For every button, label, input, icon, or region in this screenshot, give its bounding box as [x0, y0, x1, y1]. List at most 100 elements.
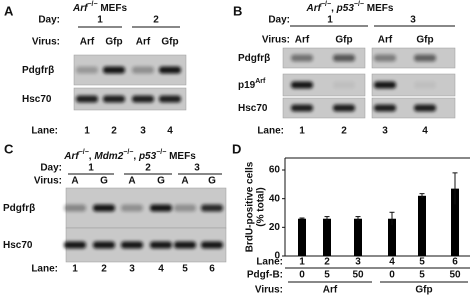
error-bar: [389, 211, 395, 226]
lane-value: 4: [167, 126, 173, 137]
bar: [354, 218, 362, 256]
y-axis-label: (% total): [256, 187, 267, 226]
text-part: p53: [336, 3, 355, 14]
bar: [323, 218, 331, 256]
blot-band: [64, 241, 86, 249]
blot: [65, 187, 227, 229]
blot: [282, 73, 366, 97]
text-part: p53: [138, 151, 157, 162]
day-value: 2: [145, 163, 151, 174]
text-part: Arf: [72, 3, 89, 14]
lane-value: 3: [129, 264, 135, 275]
virus-value: A: [128, 176, 135, 187]
blot-band: [201, 241, 223, 249]
virus-value: Gfp: [105, 37, 122, 48]
lane-value: 1: [72, 264, 78, 275]
day-value: 1: [327, 15, 333, 26]
lane-value: 4: [389, 257, 395, 268]
day-value: 1: [97, 15, 103, 26]
lane-value: 4: [158, 264, 164, 275]
error-bar: [419, 193, 425, 198]
blot: [371, 47, 456, 69]
error-bar: [324, 216, 330, 221]
text-part: MEFs: [166, 151, 196, 162]
blot-band: [333, 104, 355, 112]
blot-band: [76, 66, 98, 74]
panel-label: D: [232, 141, 241, 156]
text-part: p19: [238, 80, 256, 91]
day-label: Day:: [40, 163, 62, 174]
text-part: Hsc70: [22, 94, 52, 105]
blot-band: [374, 81, 396, 89]
text-part: MEFs: [364, 3, 394, 14]
day-label: Day:: [38, 15, 60, 26]
virus-value: G: [208, 176, 216, 187]
error-bar: [299, 217, 305, 220]
day-value: 2: [153, 15, 159, 26]
y-axis-label: BrdU-positive cells: [245, 161, 256, 252]
panel-title: Arf−/− MEFs: [72, 1, 127, 13]
blot-band: [374, 104, 396, 112]
blot-band: [201, 204, 223, 212]
lane-value: 3: [382, 126, 388, 137]
text-part: Pdgfrβ: [238, 53, 270, 64]
text-part: Pdgfrβ: [22, 65, 54, 76]
text-part: Arf: [255, 78, 266, 85]
virus-label: Virus:: [34, 176, 62, 187]
error-bar: [355, 216, 361, 221]
blot: [282, 47, 366, 69]
lane-value: 1: [299, 126, 305, 137]
lane-value: 2: [324, 257, 330, 268]
lane-value: 1: [299, 257, 305, 268]
virus-value: A: [71, 176, 78, 187]
bar: [451, 188, 459, 256]
blot-band: [174, 204, 196, 212]
blot-band: [121, 241, 143, 249]
blot: [371, 73, 456, 97]
lane-value: 2: [111, 126, 117, 137]
virus-value: Arf: [136, 37, 151, 48]
blot-band: [132, 66, 154, 74]
blot-band: [174, 241, 196, 249]
blot-band: [159, 66, 181, 74]
virus-value: Arf: [378, 35, 393, 46]
row-label: Pdgfrβ: [238, 53, 270, 64]
text-part: Mdm2: [94, 151, 123, 162]
panel-title: Arf−/−, Mdm2−/−, p53−/− MEFs: [63, 149, 196, 161]
blot: [73, 87, 187, 111]
day-value: 3: [410, 15, 416, 26]
virus-value: Gfp: [161, 37, 178, 48]
pdgf-value: 50: [352, 270, 364, 281]
lane-value: 3: [355, 257, 361, 268]
blot-band: [291, 104, 313, 112]
blot-band: [374, 54, 396, 62]
text-part: −/−: [123, 149, 133, 156]
pdgf-value: 0: [389, 270, 395, 281]
bar: [418, 195, 426, 256]
panel-label: C: [4, 141, 14, 156]
blot-band: [291, 81, 313, 89]
pdgf-value: 5: [324, 270, 330, 281]
blot: [65, 227, 227, 263]
text-part: Hsc70: [238, 103, 268, 114]
blot-band: [103, 66, 125, 74]
lane-label: Lane:: [257, 126, 284, 137]
virus-label: Virus:: [262, 35, 290, 46]
pdgf-value: 50: [449, 270, 461, 281]
virus-label: Virus:: [255, 285, 283, 296]
virus-value: Gfp: [416, 35, 433, 46]
text-part: −/−: [79, 149, 89, 156]
y-tick-label: 40: [269, 193, 281, 204]
panel-title: Arf−/−, p53−/− MEFs: [306, 1, 394, 13]
pdgf-label: Pdgf-B:: [247, 270, 283, 281]
blot-band: [132, 95, 154, 103]
bar: [298, 218, 306, 256]
lane-value: 2: [341, 126, 347, 137]
bar: [388, 218, 396, 256]
text-part: Pdgfrβ: [3, 203, 35, 214]
text-part: ,: [331, 3, 337, 14]
row-label: Hsc70: [238, 103, 268, 114]
row-label: Pdgfrβ: [22, 65, 54, 76]
day-value: 3: [194, 163, 200, 174]
blot: [282, 97, 366, 119]
